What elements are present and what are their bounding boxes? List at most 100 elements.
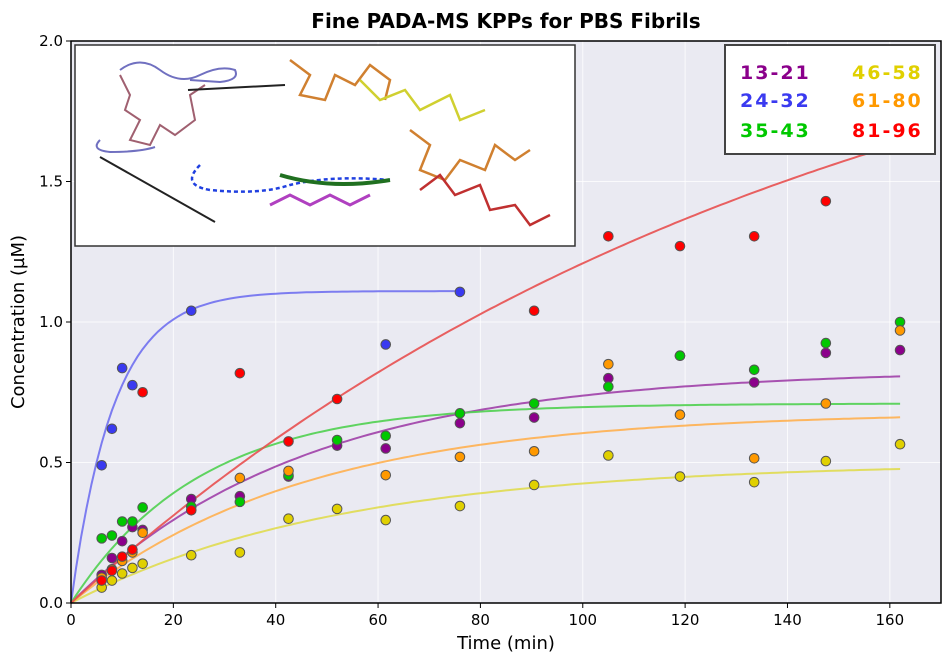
data-point-61-80 — [603, 358, 614, 370]
y-axis: 0.0 0.5 1.0 1.5 2.0 — [39, 32, 71, 612]
x-tick-label: 80 — [471, 611, 490, 629]
chart-title: Fine PADA-MS KPPs for PBS Fibrils — [311, 9, 700, 33]
x-axis: 0 20 40 60 80 100 120 140 160 — [66, 603, 904, 629]
x-tick-label: 160 — [876, 611, 905, 629]
data-point-46-58 — [528, 479, 540, 491]
data-point-61-80 — [820, 398, 832, 409]
data-point-81-96 — [820, 195, 832, 207]
data-point-35-43 — [748, 364, 760, 376]
data-point-24-32 — [127, 379, 138, 391]
y-tick-label: 2.0 — [39, 32, 63, 50]
legend-item-24-32: 24-32 — [740, 90, 811, 112]
data-point-46-58 — [137, 558, 148, 569]
data-point-35-43 — [603, 381, 614, 392]
legend: 13-21 24-32 35-43 46-58 61-80 81-96 — [724, 44, 936, 155]
y-tick-label: 1.5 — [39, 173, 63, 191]
data-point-46-58 — [820, 455, 832, 467]
y-axis-label: Concentration (µM) — [8, 235, 29, 409]
fit-curve-81-96 — [70, 142, 901, 604]
data-point-35-43 — [674, 350, 686, 362]
data-point-81-96 — [116, 551, 128, 562]
x-tick-label: 0 — [66, 611, 76, 629]
legend-item-35-43: 35-43 — [740, 120, 811, 142]
inset-structure-image — [74, 44, 576, 247]
data-point-46-58 — [283, 513, 294, 525]
data-point-35-43 — [96, 533, 108, 544]
data-point-46-58 — [454, 500, 466, 512]
data-point-46-58 — [603, 450, 614, 461]
data-point-61-80 — [454, 451, 466, 463]
data-point-81-96 — [234, 367, 246, 379]
legend-item-13-21: 13-21 — [740, 62, 811, 84]
data-point-46-58 — [380, 514, 392, 526]
data-point-81-96 — [127, 544, 138, 555]
data-point-46-58 — [106, 575, 118, 586]
data-point-13-21 — [106, 552, 118, 564]
data-point-35-43 — [127, 516, 138, 527]
data-point-24-32 — [106, 423, 118, 435]
fit-curve-35-43 — [70, 402, 901, 604]
data-point-61-80 — [283, 465, 294, 477]
data-point-13-21 — [820, 347, 832, 359]
data-point-61-80 — [528, 445, 540, 457]
data-points — [96, 195, 906, 593]
data-point-81-96 — [528, 305, 540, 317]
data-point-46-58 — [894, 438, 906, 450]
x-tick-label: 40 — [266, 611, 285, 629]
data-point-81-96 — [106, 565, 118, 576]
data-point-35-43 — [454, 408, 466, 419]
data-point-81-96 — [96, 575, 108, 586]
x-tick-label: 120 — [671, 611, 700, 629]
data-point-61-80 — [234, 472, 246, 484]
data-point-35-43 — [234, 496, 246, 508]
data-point-81-96 — [603, 230, 614, 242]
data-point-46-58 — [116, 568, 128, 579]
data-point-61-80 — [674, 409, 686, 421]
data-point-24-32 — [116, 362, 128, 374]
data-point-13-21 — [894, 344, 906, 356]
data-point-81-96 — [331, 393, 343, 405]
x-tick-label: 60 — [369, 611, 388, 629]
y-tick-label: 0.5 — [39, 454, 63, 472]
data-point-35-43 — [820, 337, 832, 349]
data-point-13-21 — [454, 417, 466, 429]
fit-curve-61-80 — [70, 416, 901, 604]
data-point-35-43 — [331, 434, 343, 446]
data-point-61-80 — [894, 325, 906, 336]
data-point-46-58 — [331, 503, 343, 515]
data-point-81-96 — [137, 386, 148, 398]
data-point-24-32 — [185, 305, 197, 317]
y-tick-label: 0.0 — [39, 594, 63, 612]
data-point-35-43 — [380, 430, 392, 442]
fit-curves — [70, 142, 901, 604]
data-point-81-96 — [674, 240, 686, 252]
data-point-61-80 — [380, 469, 392, 481]
y-tick-label: 1.0 — [39, 313, 63, 331]
x-axis-label: Time (min) — [456, 633, 555, 654]
data-point-61-80 — [748, 452, 760, 464]
data-point-46-58 — [748, 476, 760, 488]
data-point-35-43 — [137, 502, 148, 513]
data-point-46-58 — [674, 471, 686, 482]
data-point-46-58 — [127, 562, 138, 574]
data-point-13-21 — [528, 412, 540, 423]
data-point-24-32 — [96, 460, 108, 471]
x-tick-label: 20 — [164, 611, 183, 629]
legend-item-61-80: 61-80 — [852, 90, 923, 112]
data-point-13-21 — [748, 377, 760, 388]
fit-curve-46-58 — [70, 468, 901, 604]
data-point-81-96 — [185, 504, 197, 516]
data-point-35-43 — [528, 398, 540, 409]
data-point-13-21 — [380, 443, 392, 454]
fit-curve-13-21 — [70, 375, 901, 604]
legend-item-81-96: 81-96 — [852, 120, 923, 142]
data-point-81-96 — [283, 436, 294, 447]
x-tick-label: 100 — [568, 611, 597, 629]
legend-item-46-58: 46-58 — [852, 62, 923, 84]
data-point-81-96 — [748, 230, 760, 242]
data-point-24-32 — [454, 286, 466, 298]
data-point-13-21 — [116, 535, 128, 547]
data-point-35-43 — [106, 530, 118, 541]
data-point-61-80 — [137, 527, 148, 539]
fit-curve-24-32 — [70, 290, 460, 604]
